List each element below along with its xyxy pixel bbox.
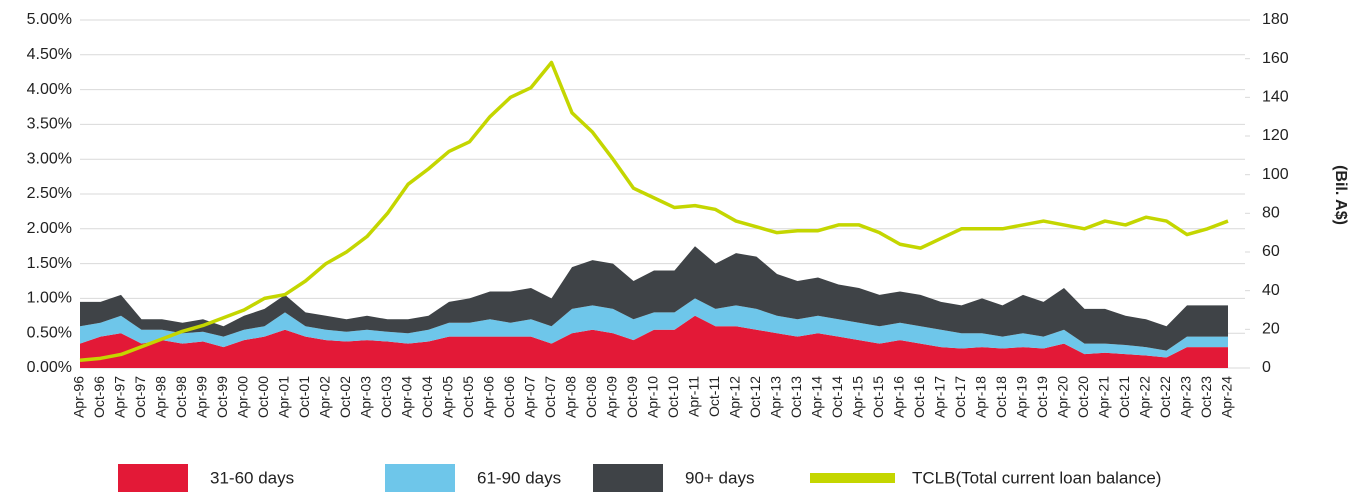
legend-label: 61-90 days xyxy=(477,468,561,487)
x-tick-label: Apr-13 xyxy=(768,376,784,418)
x-tick-label: Oct-18 xyxy=(993,376,1009,418)
x-tick-label: Apr-20 xyxy=(1055,376,1071,418)
x-tick-label: Apr-05 xyxy=(440,376,456,418)
area xyxy=(80,298,1228,358)
x-tick-label: Oct-13 xyxy=(788,376,804,418)
y2-axis-label: (Bil. A$) xyxy=(1332,165,1349,225)
x-tick-label: Apr-09 xyxy=(604,376,620,418)
x-tick-label: Oct-19 xyxy=(1034,376,1050,418)
y2-tick-label: 100 xyxy=(1262,166,1289,183)
y2-tick-label: 20 xyxy=(1262,321,1280,338)
x-tick-label: Apr-23 xyxy=(1178,376,1194,418)
x-tick-label: Apr-07 xyxy=(522,376,538,418)
x-tick-label: Apr-99 xyxy=(194,376,210,418)
y-tick-label: 1.50% xyxy=(27,255,72,272)
y2-tick-label: 0 xyxy=(1262,359,1271,376)
x-tick-label: Apr-08 xyxy=(563,376,579,418)
y2-tick-label: 120 xyxy=(1262,127,1289,144)
x-tick-label: Oct-22 xyxy=(1157,376,1173,418)
x-tick-label: Apr-04 xyxy=(399,376,415,418)
y-tick-label: 5.00% xyxy=(27,11,72,28)
legend-label: 31-60 days xyxy=(210,468,294,487)
x-tick-label: Oct-03 xyxy=(378,376,394,418)
x-tick-label: Oct-01 xyxy=(296,376,312,418)
x-tick-label: Oct-02 xyxy=(337,376,353,418)
x-tick-label: Oct-07 xyxy=(542,376,558,418)
x-tick-label: Oct-09 xyxy=(624,376,640,418)
y2-tick-label: 180 xyxy=(1262,11,1289,28)
x-tick-label: Apr-15 xyxy=(850,376,866,418)
legend-label: TCLB(Total current loan balance) xyxy=(912,468,1161,487)
y-tick-label: 4.00% xyxy=(27,81,72,98)
y2-tick-label: 80 xyxy=(1262,205,1280,222)
x-tick-label: Oct-14 xyxy=(829,376,845,418)
x-tick-label: Oct-04 xyxy=(419,376,435,418)
x-tick-label: Apr-06 xyxy=(481,376,497,418)
x-tick-label: Oct-20 xyxy=(1075,376,1091,418)
x-tick-label: Apr-10 xyxy=(645,376,661,418)
legend-swatch xyxy=(593,464,663,492)
x-tick-label: Oct-12 xyxy=(747,376,763,418)
y-tick-label: 0.00% xyxy=(27,359,72,376)
x-tick-label: Apr-01 xyxy=(276,376,292,418)
x-tick-label: Apr-16 xyxy=(891,376,907,418)
x-tick-label: Apr-17 xyxy=(932,376,948,418)
y-tick-label: 0.50% xyxy=(27,324,72,341)
x-tick-label: Oct-05 xyxy=(460,376,476,418)
x-tick-label: Apr-18 xyxy=(973,376,989,418)
x-tick-label: Oct-17 xyxy=(952,376,968,418)
x-tick-label: Apr-11 xyxy=(686,376,702,417)
x-tick-label: Oct-21 xyxy=(1116,376,1132,418)
y-tick-label: 1.00% xyxy=(27,290,72,307)
y-tick-label: 2.00% xyxy=(27,220,72,237)
y2-tick-label: 40 xyxy=(1262,282,1280,299)
x-tick-label: Oct-06 xyxy=(501,376,517,418)
y2-tick-label: 160 xyxy=(1262,50,1289,67)
x-tick-label: Oct-98 xyxy=(173,376,189,418)
x-tick-label: Oct-97 xyxy=(132,376,148,418)
x-tick-label: Apr-19 xyxy=(1014,376,1030,418)
x-tick-label: Apr-02 xyxy=(317,376,333,418)
x-tick-label: Apr-22 xyxy=(1137,376,1153,418)
x-tick-label: Apr-14 xyxy=(809,376,825,418)
x-tick-label: Oct-16 xyxy=(911,376,927,418)
x-tick-label: Apr-97 xyxy=(112,376,128,418)
y2-tick-label: 60 xyxy=(1262,243,1280,260)
x-tick-label: Apr-96 xyxy=(71,376,87,418)
y2-tick-label: 140 xyxy=(1262,89,1289,106)
x-tick-label: Apr-98 xyxy=(153,376,169,418)
area xyxy=(80,315,1228,368)
x-tick-label: Oct-23 xyxy=(1198,376,1214,418)
x-tick-label: Oct-15 xyxy=(870,376,886,418)
x-tick-label: Oct-99 xyxy=(214,376,230,418)
x-tick-label: Apr-21 xyxy=(1096,376,1112,418)
x-tick-label: Apr-00 xyxy=(235,376,251,418)
y-tick-label: 4.50% xyxy=(27,46,72,63)
legend-swatch xyxy=(118,464,188,492)
legend-swatch xyxy=(810,473,895,483)
x-tick-label: Oct-96 xyxy=(91,376,107,418)
x-tick-label: Oct-10 xyxy=(665,376,681,418)
legend-swatch xyxy=(385,464,455,492)
y-tick-label: 3.50% xyxy=(27,116,72,133)
line xyxy=(79,60,1229,363)
x-tick-label: Oct-08 xyxy=(583,376,599,418)
x-tick-label: Apr-03 xyxy=(358,376,374,418)
x-tick-label: Apr-12 xyxy=(727,376,743,418)
x-tick-label: Oct-11 xyxy=(706,376,722,417)
area xyxy=(80,246,1228,351)
y-tick-label: 3.00% xyxy=(27,150,72,167)
x-tick-label: Oct-00 xyxy=(255,376,271,418)
x-tick-label: Apr-24 xyxy=(1219,376,1235,418)
legend-label: 90+ days xyxy=(685,468,754,487)
y-tick-label: 2.50% xyxy=(27,185,72,202)
